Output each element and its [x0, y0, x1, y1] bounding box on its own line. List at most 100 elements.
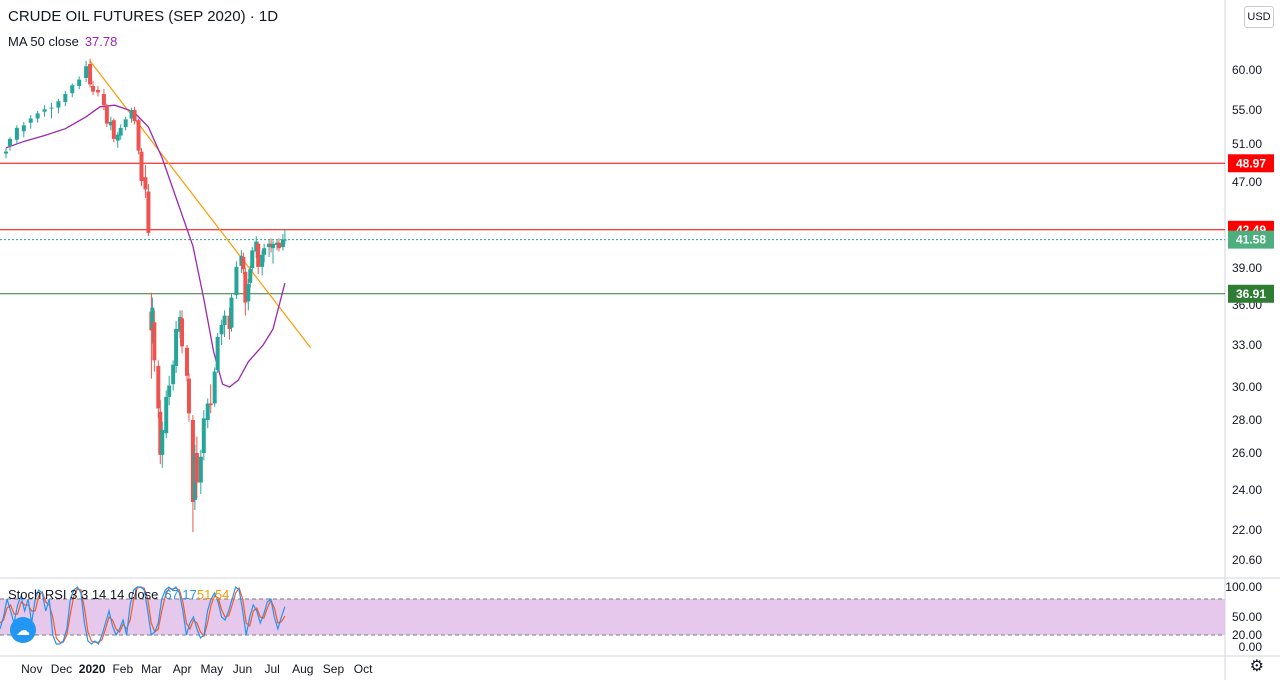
- candle-body: [186, 378, 191, 414]
- candle: [212, 367, 217, 407]
- tradingview-logo-icon[interactable]: ☁: [10, 617, 36, 643]
- candle-body: [115, 134, 120, 141]
- candle-body: [229, 297, 234, 328]
- candle-body: [160, 429, 165, 455]
- candle-body: [167, 385, 172, 397]
- candle-body: [101, 94, 106, 106]
- candle-body: [234, 266, 239, 296]
- candle: [234, 261, 239, 299]
- candle: [229, 293, 234, 332]
- candle: [243, 268, 248, 316]
- candle: [156, 360, 161, 419]
- price-tag-label: 48.97: [1236, 156, 1266, 170]
- candle: [152, 310, 157, 372]
- candle-body: [95, 90, 100, 93]
- candle: [250, 247, 255, 272]
- candle: [208, 384, 213, 414]
- candle: [171, 360, 176, 391]
- x-tick-label: Oct: [354, 662, 373, 676]
- candle-body: [152, 322, 157, 361]
- candle-body: [260, 254, 265, 267]
- candle-body: [35, 113, 40, 119]
- stoch-legend[interactable]: Stoch RSI 3 3 14 14 close 67.1751.54: [8, 587, 229, 602]
- candle-body: [208, 403, 213, 406]
- candle-body: [7, 138, 12, 146]
- gear-icon[interactable]: ⚙: [1249, 658, 1264, 675]
- candle: [136, 118, 141, 155]
- candle-body: [194, 453, 199, 483]
- candle: [129, 107, 134, 123]
- candle-body: [63, 94, 68, 102]
- stoch-tick-label: 50.00: [1232, 610, 1262, 624]
- candle: [222, 310, 227, 337]
- x-tick-label: Mar: [141, 662, 162, 676]
- candle-body: [56, 101, 61, 108]
- stoch-k-value: 67.17: [164, 587, 197, 602]
- candle: [108, 116, 113, 131]
- price-tag-box: [1228, 284, 1274, 303]
- ma-legend[interactable]: MA 50 close 37.78: [8, 34, 117, 49]
- candle-body: [184, 347, 189, 376]
- candle-body: [250, 250, 255, 268]
- candle: [256, 241, 261, 275]
- candle: [88, 58, 93, 88]
- candle-body: [198, 456, 203, 483]
- y-tick-label: 28.00: [1232, 413, 1262, 427]
- candle: [282, 228, 287, 244]
- candle: [111, 118, 116, 143]
- candle: [186, 373, 191, 422]
- stoch-d-value: 51.54: [196, 587, 230, 602]
- candle-body: [132, 110, 137, 122]
- candle-body: [4, 151, 8, 154]
- candle-body: [84, 66, 89, 78]
- y-tick-label: 22.00: [1232, 523, 1262, 537]
- candle-body: [276, 242, 281, 249]
- y-tick-label: 33.00: [1232, 338, 1262, 352]
- y-tick-label: 39.00: [1232, 261, 1262, 275]
- candle: [219, 319, 224, 345]
- candle-body: [104, 106, 109, 124]
- currency-button[interactable]: USD: [1244, 6, 1274, 28]
- candle: [205, 398, 210, 429]
- candle: [118, 124, 123, 140]
- candle: [91, 81, 96, 95]
- ma-label: MA 50 close: [8, 34, 79, 49]
- candle-body: [88, 64, 93, 85]
- ma-value: 37.78: [84, 34, 118, 49]
- trendline: [89, 60, 312, 349]
- candle-body: [212, 371, 217, 404]
- candle: [132, 106, 137, 125]
- candle: [184, 345, 189, 382]
- candle: [174, 321, 179, 373]
- candle: [215, 333, 220, 373]
- candle-body: [70, 85, 75, 94]
- candle-body: [108, 121, 113, 126]
- x-tick-label: Sep: [323, 662, 345, 676]
- candle: [123, 116, 128, 131]
- candle-body: [146, 191, 151, 233]
- price-tag-label: 36.91: [1236, 287, 1266, 301]
- candle: [180, 310, 185, 354]
- chart-title[interactable]: CRUDE OIL FUTURES (SEP 2020) · 1D: [8, 8, 279, 25]
- candle-body: [28, 118, 33, 123]
- horizontal-lines: [0, 162, 1225, 295]
- candle-body: [150, 307, 155, 329]
- candle-body: [222, 315, 227, 325]
- x-tick-label: Feb: [112, 662, 133, 676]
- candle: [248, 265, 253, 288]
- y-tick-label: 24.00: [1232, 483, 1262, 497]
- x-tick-label: May: [200, 662, 223, 676]
- ma-50-polyline: [5, 104, 286, 388]
- candle: [115, 132, 120, 148]
- y-tick-label: 47.00: [1232, 175, 1262, 189]
- trendline-segment: [89, 60, 312, 349]
- candle: [139, 147, 144, 187]
- candle-body: [14, 127, 19, 140]
- candle: [21, 121, 26, 138]
- candle-body: [174, 329, 179, 366]
- price-tag-label: 41.58: [1236, 233, 1266, 247]
- x-tick-label: Aug: [292, 662, 313, 676]
